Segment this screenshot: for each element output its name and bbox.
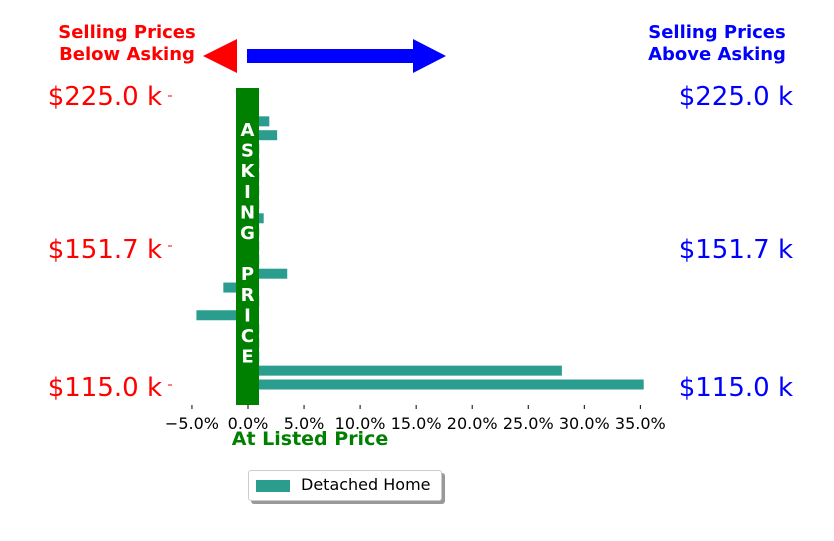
- header-left-line1: Selling Prices: [58, 22, 195, 43]
- left-price-label-bottom: $115.0 k: [48, 373, 162, 403]
- header-left-line2: Below Asking: [59, 44, 195, 65]
- right-arrow-icon: [247, 39, 446, 73]
- bar-5: [196, 310, 248, 321]
- asking-letter-8: R: [241, 285, 255, 306]
- bar-1: [248, 365, 562, 376]
- asking-letter-0: A: [241, 120, 255, 141]
- xtick-label-2: 5.0%: [284, 414, 325, 433]
- legend: Detached Home: [248, 470, 442, 501]
- asking-price-column: [236, 88, 259, 405]
- legend-label: Detached Home: [301, 475, 431, 494]
- at-listed-price-label: At Listed Price: [232, 428, 388, 450]
- xtick-label-0: −5.0%: [165, 414, 219, 433]
- asking-letter-9: I: [244, 305, 251, 326]
- asking-letter-7: P: [241, 264, 254, 285]
- xtick-label-5: 20.0%: [447, 414, 498, 433]
- xtick-label-6: 25.0%: [503, 414, 554, 433]
- legend-swatch: [256, 480, 290, 492]
- asking-letter-10: C: [241, 326, 254, 347]
- right-price-label-bottom: $115.0 k: [679, 373, 793, 403]
- asking-letter-2: K: [241, 161, 256, 182]
- bars-group: [196, 116, 644, 390]
- bar-18: [248, 130, 278, 141]
- asking-letter-3: I: [244, 182, 251, 203]
- left-arrow-icon: [203, 39, 237, 73]
- asking-letter-4: N: [240, 202, 255, 223]
- header-right-line1: Selling Prices: [648, 22, 785, 43]
- xtick-label-8: 35.0%: [615, 414, 666, 433]
- xtick-label-3: 10.0%: [335, 414, 386, 433]
- x-axis: −5.0% 0.0% 5.0% 10.0% 15.0% 20.0% 25.0% 30.0% 35…: [165, 405, 666, 433]
- bar-8: [248, 268, 288, 279]
- left-price-label-top: $225.0 k: [48, 82, 162, 112]
- asking-letter-1: S: [241, 141, 254, 162]
- right-price-label-mid: $151.7 k: [679, 235, 793, 265]
- xtick-label-1: 0.0%: [228, 414, 269, 433]
- asking-letter-5: G: [240, 223, 255, 244]
- bar-7: [223, 282, 248, 293]
- header-right-line2: Above Asking: [648, 44, 786, 65]
- right-price-label-top: $225.0 k: [679, 82, 793, 112]
- xtick-label-7: 30.0%: [559, 414, 610, 433]
- asking-letter-11: E: [241, 347, 253, 368]
- bar-0: [248, 379, 644, 390]
- left-price-label-mid: $151.7 k: [48, 235, 162, 265]
- xtick-label-4: 15.0%: [391, 414, 442, 433]
